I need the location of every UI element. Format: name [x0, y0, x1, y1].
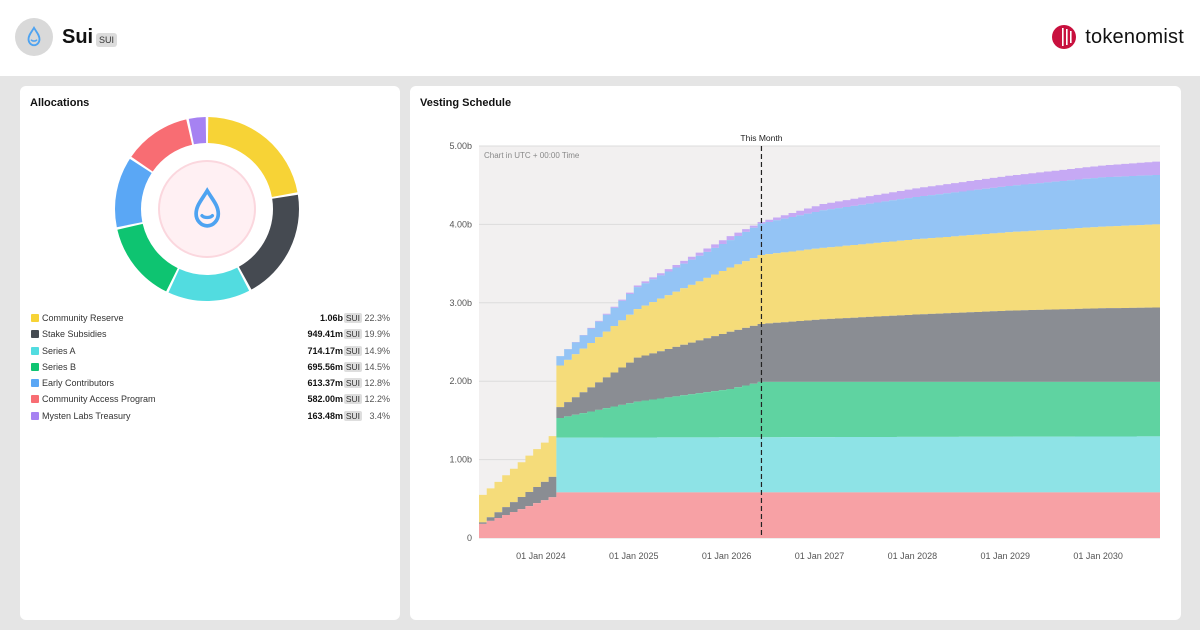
allocations-legend: Community Reserve 1.06b SUI 22.3% Stake Subs…: [30, 310, 390, 424]
legend-amount: 714.17m: [307, 345, 343, 356]
legend-amount: 163.48m: [307, 410, 343, 421]
x-tick-label: 01 Jan 2027: [795, 551, 845, 561]
legend-unit-badge: SUI: [343, 329, 362, 340]
vesting-title: Vesting Schedule: [420, 97, 512, 109]
legend-amount: 582.00m: [307, 394, 343, 405]
x-tick-label: 01 Jan 2029: [980, 551, 1030, 561]
token-logo: [15, 18, 53, 56]
legend-swatch: [31, 395, 39, 404]
y-tick-label: 4.00b: [449, 219, 472, 229]
legend-label: Early Contributors: [42, 378, 115, 389]
vesting-area-series-0[interactable]: [479, 492, 1160, 538]
legend-unit-badge: SUI: [343, 410, 362, 421]
legend-row[interactable]: Community Access Program 582.00m SUI 12.2%: [30, 391, 390, 407]
legend-unit-badge: SUI: [343, 361, 362, 372]
x-tick-label: 01 Jan 2025: [609, 551, 659, 561]
y-tick-label: 2.00b: [449, 376, 472, 386]
x-tick-label: 01 Jan 2026: [702, 551, 752, 561]
legend-label: Stake Subsidies: [42, 329, 107, 340]
legend-label: Series B: [42, 361, 77, 372]
legend-amount: 949.41m: [307, 329, 343, 340]
this-month-marker-label: This Month: [740, 133, 782, 143]
legend-row[interactable]: Mysten Labs Treasury 163.48m SUI 3.4%: [30, 408, 390, 424]
legend-amount: 695.56m: [307, 361, 343, 372]
vesting-area-series-5[interactable]: [479, 175, 1160, 495]
vesting-area-series-4[interactable]: [479, 224, 1160, 523]
token-name: Sui: [62, 26, 94, 48]
vesting-panel: Vesting Schedule 0 1.00b 2.00b 3.00b 4.00b 5.…: [410, 86, 1181, 620]
donut-center: [158, 160, 256, 258]
legend-percent: 14.9%: [364, 345, 390, 356]
sui-droplet-icon: [27, 26, 41, 47]
legend-label: Series A: [42, 345, 76, 356]
y-tick-label: 1.00b: [449, 455, 472, 465]
brand-name: tokenomist: [1085, 25, 1184, 48]
legend-unit-badge: SUI: [343, 378, 362, 389]
token-symbol-badge: SUI: [96, 33, 118, 47]
legend-swatch: [31, 330, 39, 339]
legend-row[interactable]: Community Reserve 1.06b SUI 22.3%: [30, 310, 390, 326]
legend-percent: 19.9%: [364, 329, 390, 340]
vesting-area-series-2[interactable]: [479, 381, 1160, 524]
donut-slice-0[interactable]: [207, 117, 298, 197]
legend-swatch: [31, 411, 39, 420]
donut-slice-6[interactable]: [188, 117, 207, 145]
legend-unit-badge: SUI: [343, 313, 362, 323]
legend-percent: 14.5%: [364, 361, 390, 372]
legend-row[interactable]: Early Contributors 613.37m SUI 12.8%: [30, 375, 390, 391]
y-tick-label: 0: [467, 533, 472, 543]
legend-amount: 1.06b: [319, 313, 343, 323]
legend-percent: 12.8%: [364, 378, 390, 389]
header: Sui SUI tokenomist: [0, 0, 1200, 76]
donut-slice-1[interactable]: [238, 194, 299, 290]
sui-droplet-icon: [194, 187, 221, 228]
donut-slice-3[interactable]: [117, 223, 178, 292]
chart-timezone-note: Chart in UTC + 00:00 Time: [484, 151, 580, 160]
legend-unit-badge: SUI: [343, 345, 362, 356]
legend-swatch: [31, 379, 39, 388]
legend-row[interactable]: Series B 695.56m SUI 14.5%: [30, 359, 390, 375]
vesting-area-series-3[interactable]: [479, 307, 1160, 524]
legend-swatch: [31, 314, 39, 322]
legend-row[interactable]: Stake Subsidies 949.41m SUI 19.9%: [30, 326, 390, 342]
y-tick-label: 5.00b: [449, 141, 472, 151]
vesting-schedule-chart: 0 1.00b 2.00b 3.00b 4.00b 5.00b Chart in UTC +…: [449, 133, 1160, 561]
legend-percent: 22.3%: [364, 313, 390, 323]
donut-slice-5[interactable]: [131, 119, 193, 172]
allocations-donut-chart: [115, 117, 299, 301]
legend-percent: 3.4%: [369, 410, 390, 421]
legend-label: Community Reserve: [42, 313, 124, 323]
donut-slice-4[interactable]: [115, 158, 152, 228]
y-tick-label: 3.00b: [449, 298, 472, 308]
allocations-title: Allocations: [30, 97, 90, 109]
legend-swatch: [31, 362, 39, 371]
x-tick-label: 01 Jan 2028: [888, 551, 938, 561]
tokenomist-logo-icon: [1052, 25, 1077, 49]
x-tick-label: 01 Jan 2024: [516, 551, 566, 561]
legend-label: Community Access Program: [42, 394, 156, 405]
legend-row[interactable]: Series A 714.17m SUI 14.9%: [30, 343, 390, 359]
vesting-area-series-1[interactable]: [479, 436, 1160, 524]
allocations-panel: Allocations Community Reserve 1.06b SUI 22.…: [20, 86, 400, 620]
brand[interactable]: tokenomist: [1051, 24, 1184, 50]
legend-label: Mysten Labs Treasury: [42, 410, 131, 421]
x-tick-label: 01 Jan 2030: [1073, 551, 1123, 561]
donut-slice-2[interactable]: [168, 267, 250, 301]
legend-unit-badge: SUI: [343, 394, 362, 405]
legend-swatch: [31, 346, 39, 355]
legend-percent: 12.2%: [364, 394, 390, 405]
legend-amount: 613.37m: [307, 378, 343, 389]
